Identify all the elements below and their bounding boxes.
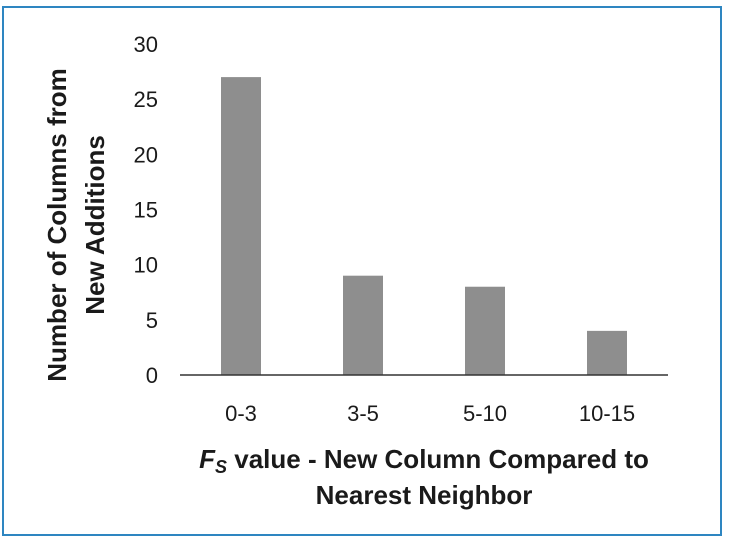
bar-5-10 [465, 286, 505, 375]
y-tick-label: 30 [134, 32, 158, 57]
bar-3-5 [343, 275, 383, 375]
y-tick-label: 0 [146, 363, 158, 388]
chart-frame [2, 6, 722, 536]
x-tick-label: 3-5 [347, 401, 379, 426]
x-tick-labels: 0-3 3-5 5-10 10-15 [225, 401, 635, 426]
y-tick-label: 10 [134, 253, 158, 278]
x-tick-label: 10-15 [579, 401, 635, 426]
x-axis-label-line1: FS value - New Column Compared to [199, 444, 649, 477]
y-tick-label: 20 [134, 142, 158, 167]
y-tick-labels: 0 5 10 15 20 25 30 [134, 32, 158, 388]
bar-10-15 [587, 330, 627, 375]
y-tick-label: 15 [134, 198, 158, 223]
bar-0-3 [221, 77, 261, 375]
y-tick-label: 5 [146, 308, 158, 333]
y-axis-label-line1: Number of Columns from [42, 68, 72, 381]
y-tick-label: 25 [134, 87, 158, 112]
bars [221, 77, 627, 375]
y-axis-label-line2: New Additions [80, 135, 110, 315]
x-axis-label-line2: Nearest Neighbor [316, 480, 533, 510]
x-tick-label: 0-3 [225, 401, 257, 426]
x-tick-label: 5-10 [463, 401, 507, 426]
